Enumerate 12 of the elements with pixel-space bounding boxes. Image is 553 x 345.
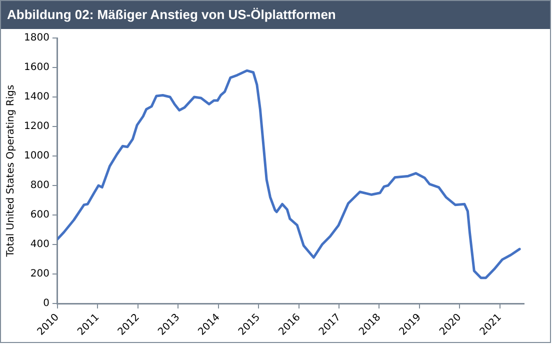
y-tick-label: 1400 [24,92,50,103]
y-tick-label: 600 [30,210,50,221]
y-tick-label: 800 [30,180,50,192]
y-tick-label: 400 [30,239,50,250]
y-axis-title: Total United States Operating Rigs [6,84,17,258]
y-tick-label: 1800 [24,32,50,44]
y-tick-label: 1600 [24,62,50,74]
y-tick-label: 1200 [24,121,50,132]
y-tick-label: 0 [43,298,50,310]
y-tick-label: 1000 [24,150,50,162]
y-tick-label: 200 [30,268,50,280]
chart-title: Abbildung 02: Mäßiger Anstieg von US-Ölplattformen [1,1,550,29]
